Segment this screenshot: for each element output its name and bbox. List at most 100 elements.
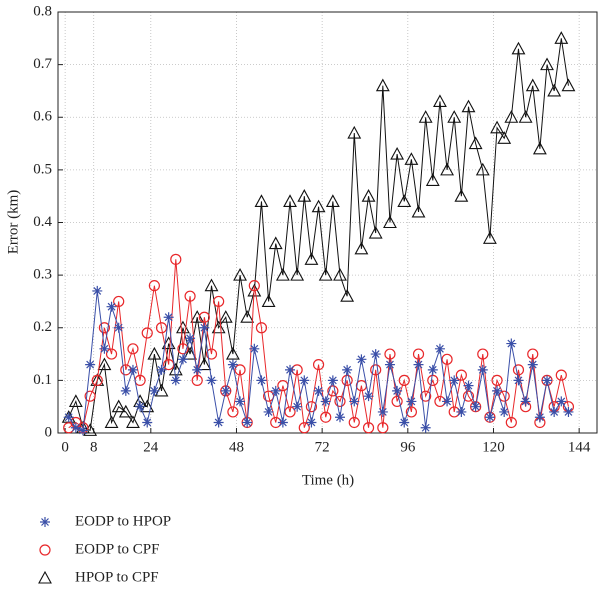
marker <box>462 390 475 402</box>
marker <box>477 348 489 360</box>
legend-marker <box>40 517 50 527</box>
marker <box>234 364 246 376</box>
marker <box>362 422 375 434</box>
marker <box>383 215 397 229</box>
marker <box>542 375 553 386</box>
marker <box>490 120 504 134</box>
marker <box>354 241 369 255</box>
marker <box>327 385 339 397</box>
y-tick-label: 0.3 <box>33 267 52 283</box>
marker <box>77 425 88 436</box>
marker <box>461 99 476 113</box>
y-tick-label: 0.1 <box>33 372 52 388</box>
marker <box>561 78 576 92</box>
marker <box>254 194 269 207</box>
marker <box>290 267 305 281</box>
marker <box>184 290 196 302</box>
marker <box>198 311 210 323</box>
marker <box>118 404 133 418</box>
marker <box>392 385 403 396</box>
marker <box>454 189 469 202</box>
marker <box>285 364 296 375</box>
marker <box>142 417 153 428</box>
marker <box>227 406 239 418</box>
x-axis-label: Time (h) <box>302 472 354 488</box>
marker <box>532 141 547 155</box>
marker <box>263 406 274 417</box>
marker <box>342 364 353 375</box>
legend-marker <box>39 544 51 556</box>
marker <box>427 364 438 375</box>
marker <box>468 136 483 150</box>
marker <box>111 399 126 413</box>
marker <box>482 231 497 244</box>
marker <box>256 375 267 386</box>
marker <box>368 225 383 239</box>
marker <box>192 364 203 375</box>
y-tick-label: 0.6 <box>33 109 52 125</box>
marker <box>92 285 103 296</box>
marker <box>341 374 353 386</box>
marker <box>518 110 533 123</box>
marker <box>149 385 160 396</box>
marker <box>512 364 525 376</box>
marker <box>406 396 417 407</box>
marker <box>418 110 433 123</box>
marker <box>177 343 189 355</box>
marker <box>97 357 112 371</box>
marker <box>225 346 240 360</box>
marker <box>248 280 260 292</box>
marker <box>163 312 174 323</box>
marker <box>168 362 183 376</box>
marker <box>427 374 439 386</box>
plot-area <box>58 12 597 433</box>
marker <box>98 322 111 334</box>
marker <box>547 83 562 97</box>
marker <box>370 349 381 360</box>
marker <box>511 41 526 55</box>
marker <box>227 359 238 370</box>
marker <box>534 412 545 423</box>
marker <box>441 353 453 365</box>
marker <box>377 406 388 417</box>
x-tick-label: 120 <box>482 439 505 455</box>
marker <box>390 146 405 160</box>
marker <box>190 310 205 323</box>
marker <box>304 252 319 265</box>
series-line <box>68 38 569 432</box>
marker <box>398 374 410 386</box>
marker <box>506 338 517 349</box>
marker <box>268 236 283 250</box>
marker <box>549 406 560 417</box>
marker <box>126 415 140 429</box>
marker <box>456 406 467 417</box>
y-tick-label: 0.7 <box>33 56 52 72</box>
y-tick-label: 0.2 <box>33 319 52 335</box>
marker <box>440 162 455 176</box>
marker <box>463 380 474 391</box>
marker <box>434 343 445 354</box>
marker <box>283 194 297 207</box>
x-tick-label: 0 <box>61 439 69 455</box>
marker <box>213 417 224 428</box>
marker <box>377 422 389 434</box>
marker <box>555 369 567 381</box>
x-tick-label: 72 <box>315 439 330 455</box>
marker <box>177 354 188 365</box>
marker <box>563 406 574 417</box>
marker <box>505 416 517 429</box>
marker <box>127 364 138 375</box>
marker <box>197 357 212 371</box>
marker <box>141 327 153 339</box>
y-tick-label: 0.5 <box>33 161 52 177</box>
marker <box>105 348 118 360</box>
marker <box>104 415 119 429</box>
marker <box>420 390 432 402</box>
marker <box>206 375 217 386</box>
series <box>63 253 575 434</box>
marker <box>247 283 262 297</box>
legend-label: HPOP to CPF <box>75 569 159 585</box>
marker <box>412 348 425 360</box>
x-tick-label: 8 <box>90 439 98 455</box>
x-tick-label: 144 <box>568 439 591 455</box>
